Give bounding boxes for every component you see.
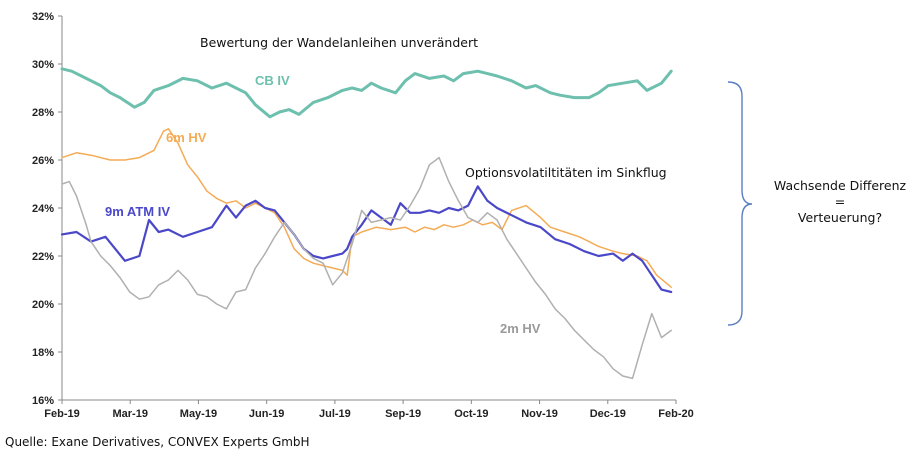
- y-tick-label: 20%: [32, 299, 54, 311]
- annotation-middle: Optionsvolatiltitäten im Sinkflug: [465, 165, 667, 180]
- y-tick-label: 16%: [32, 395, 54, 407]
- y-tick-label: 22%: [32, 251, 54, 263]
- source-note: Quelle: Exane Derivatives, CONVEX Expert…: [5, 435, 310, 449]
- series-label-cb-iv: CB IV: [255, 73, 290, 88]
- curly-brace: [727, 81, 753, 326]
- series-label-2m-hv: 2m HV: [500, 321, 541, 336]
- x-tick-label: Dec-19: [590, 408, 626, 420]
- y-axis-ticks: 16% 18% 20% 22% 24% 26% 28% 30% 32%: [32, 11, 62, 407]
- annotation-top: Bewertung der Wandelanleihen unverändert: [200, 35, 478, 50]
- y-tick-label: 18%: [32, 347, 54, 359]
- series-line-cb-iv: [60, 67, 673, 119]
- y-tick-label: 26%: [32, 155, 54, 167]
- x-tick-label: May-19: [180, 408, 217, 420]
- y-tick-label: 28%: [32, 107, 54, 119]
- x-tick-label: Oct-19: [454, 408, 488, 420]
- annotation-right-1: Wachsende Differenz: [774, 178, 907, 193]
- series-line-9m-atm-iv: [60, 185, 673, 294]
- x-tick-label: Feb-20: [658, 408, 693, 420]
- x-tick-label: Jul-19: [319, 408, 351, 420]
- x-tick-label: Feb-19: [44, 408, 79, 420]
- y-tick-label: 32%: [32, 11, 54, 23]
- volatility-chart: 16% 18% 20% 22% 24% 26% 28% 30% 32% Feb-19 Mar-19…: [32, 11, 907, 420]
- x-tick-label: Sep-19: [385, 408, 421, 420]
- y-tick-label: 30%: [32, 59, 54, 71]
- x-tick-label: Mar-19: [112, 408, 147, 420]
- series-label-6m-hv: 6m HV: [166, 130, 207, 145]
- x-axis-ticks: Feb-19 Mar-19 May-19 Jun-19 Jul-19 Sep-19 Oct-…: [44, 400, 694, 420]
- x-tick-label: Nov-19: [521, 408, 558, 420]
- annotation-right-2: =: [835, 194, 845, 209]
- series-label-9m-atm-iv: 9m ATM IV: [105, 204, 170, 219]
- series-line-2m-hv: [61, 156, 672, 380]
- annotation-right-3: Verteuerung?: [798, 210, 882, 225]
- x-tick-label: Jun-19: [249, 408, 284, 420]
- series-lines: [60, 67, 673, 380]
- y-tick-label: 24%: [32, 203, 54, 215]
